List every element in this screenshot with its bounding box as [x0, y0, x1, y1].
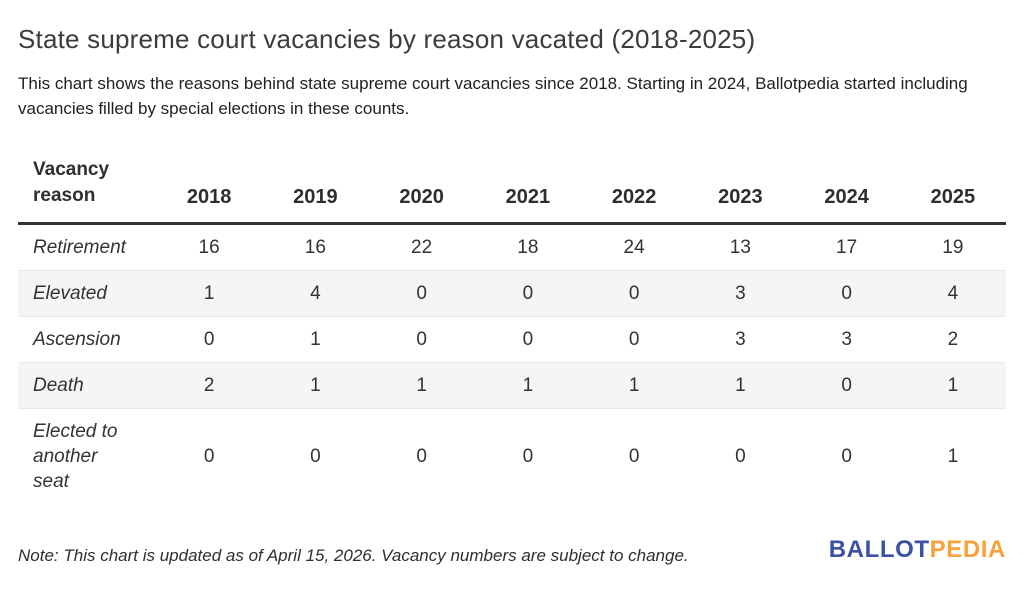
- value-cell: 0: [581, 270, 688, 317]
- value-cell: 17: [836, 237, 858, 258]
- value-cell: 18: [517, 237, 539, 258]
- value-cell: 0: [156, 316, 263, 363]
- value-cell: 1: [474, 362, 581, 409]
- vacancy-table: Vacancy reason 2018 2019 2020 2021 2022 2023 2…: [18, 157, 1006, 504]
- year-header: 2021: [474, 157, 581, 225]
- row-label: Death: [18, 362, 156, 409]
- value-cell: 1: [581, 362, 688, 409]
- row-label: Elected to another seat: [18, 408, 156, 504]
- value-cell: 2: [899, 316, 1006, 363]
- chart-note: Note: This chart is updated as of April …: [18, 546, 689, 565]
- logo-text-ballot: BALLOT: [828, 536, 930, 563]
- table-body: Retirement 16 16 22 18 24 13 17 19 Elevated 1 4 0 0 0 3…: [18, 224, 1006, 504]
- table-row: Death 2 1 1 1 1 1 0 1: [18, 362, 1006, 409]
- value-cell: 1: [262, 316, 369, 363]
- ballotpedia-logo: BALLOTPEDIA: [829, 536, 1006, 564]
- value-cell: 4: [899, 270, 1006, 317]
- year-header: 2018: [156, 157, 263, 225]
- chart-subtitle: This chart shows the reasons behind stat…: [18, 74, 968, 118]
- value-cell: 0: [474, 316, 581, 363]
- table-header-row: Vacancy reason 2018 2019 2020 2021 2022 2023 2…: [18, 157, 1006, 225]
- value-cell: 0: [262, 408, 369, 504]
- chart-footer: Note: This chart is updated as of April …: [18, 536, 1006, 568]
- value-cell: 0: [793, 362, 900, 409]
- table-row: Elected to another seat 0 0 0 0 0 0 0 1: [18, 408, 1006, 504]
- row-label: Ascension: [18, 316, 156, 363]
- table-row: Ascension 0 1 0 0 0 3 3 2: [18, 316, 1006, 363]
- value-cell: 1: [156, 270, 263, 317]
- value-cell: 22: [411, 237, 433, 258]
- year-header: 2024: [793, 157, 900, 225]
- value-cell: 0: [368, 316, 475, 363]
- value-cell: 0: [793, 408, 900, 504]
- table-row: Elevated 1 4 0 0 0 3 0 4: [18, 270, 1006, 317]
- row-label: Elevated: [18, 270, 156, 317]
- value-cell: 2: [156, 362, 263, 409]
- value-cell: 1: [687, 362, 794, 409]
- value-cell: 1: [262, 362, 369, 409]
- value-cell: 1: [899, 362, 1006, 409]
- value-cell: 3: [687, 316, 794, 363]
- value-cell: 0: [581, 316, 688, 363]
- year-header: 2020: [368, 157, 475, 225]
- value-cell: 0: [793, 270, 900, 317]
- value-cell: 19: [942, 237, 964, 258]
- value-cell: 16: [304, 237, 326, 258]
- value-cell: 0: [368, 270, 475, 317]
- value-cell: 0: [156, 408, 263, 504]
- value-cell: 1: [368, 362, 475, 409]
- value-cell: 3: [793, 316, 900, 363]
- value-cell: 0: [474, 270, 581, 317]
- value-cell: 24: [623, 237, 645, 258]
- table-row: Retirement 16 16 22 18 24 13 17 19: [18, 224, 1006, 271]
- value-cell: 4: [262, 270, 369, 317]
- vacancy-reason-header: Vacancy reason: [18, 157, 156, 225]
- value-cell: 0: [581, 408, 688, 504]
- value-cell: 13: [729, 237, 751, 258]
- year-header: 2023: [687, 157, 794, 225]
- year-header: 2019: [262, 157, 369, 225]
- year-header: 2022: [581, 157, 688, 225]
- row-label: Retirement: [33, 237, 126, 258]
- value-cell: 16: [198, 237, 220, 258]
- year-header: 2025: [899, 157, 1006, 225]
- page-title: State supreme court vacancies by reason …: [18, 24, 756, 54]
- value-cell: 0: [368, 408, 475, 504]
- logo-text-pedia: PEDIA: [929, 536, 1006, 563]
- value-cell: 3: [687, 270, 794, 317]
- value-cell: 0: [687, 408, 794, 504]
- chart-card: State supreme court vacancies by reason …: [18, 24, 1006, 568]
- value-cell: 1: [899, 408, 1006, 504]
- value-cell: 0: [474, 408, 581, 504]
